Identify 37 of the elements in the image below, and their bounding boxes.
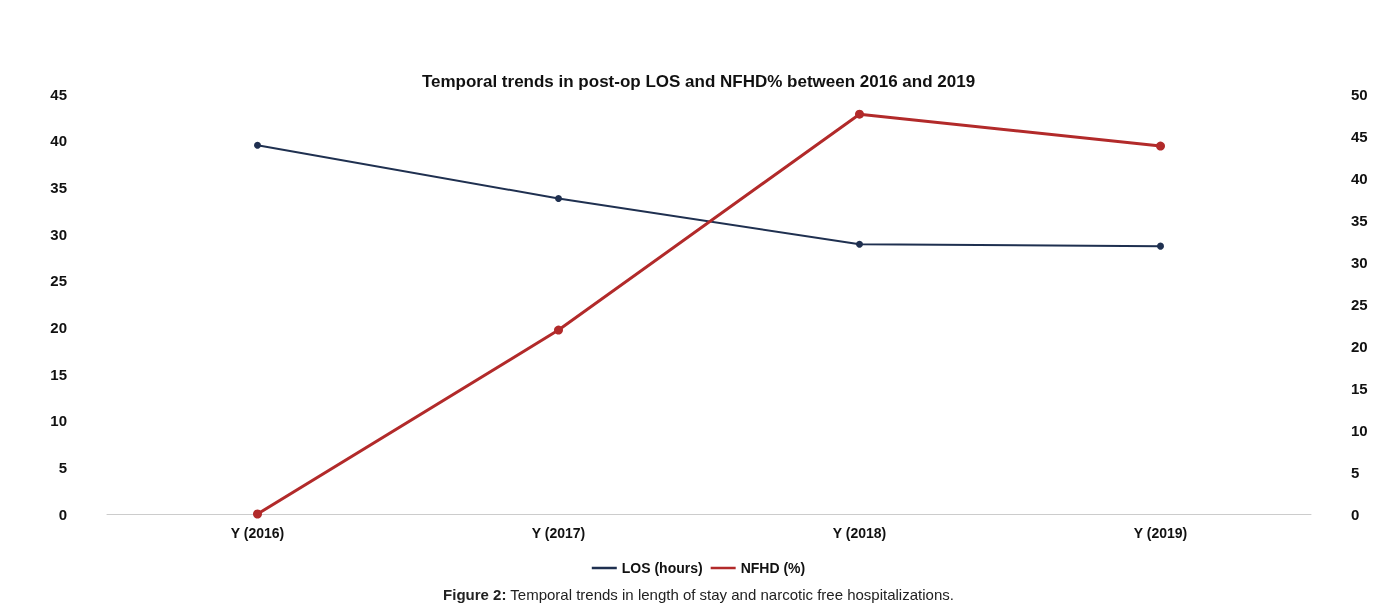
y2-tick-label: 5 <box>1351 463 1360 481</box>
y-tick-label: 10 <box>50 412 67 430</box>
y-tick-label: 30 <box>50 225 67 243</box>
point <box>855 109 864 119</box>
point <box>1156 141 1165 151</box>
point <box>254 141 261 149</box>
y2-tick-label: 35 <box>1351 211 1368 229</box>
y-tick-label: 25 <box>50 272 67 290</box>
y2-tick-label: 45 <box>1351 127 1368 145</box>
chart-title: Temporal trends in post-op LOS and NFHD% between 2016 and 2019 <box>421 72 976 91</box>
y-tick-label: 35 <box>50 178 67 196</box>
x-tick-label: Y (2017) <box>531 525 586 541</box>
x-tick-label: Y (2018) <box>832 525 887 541</box>
y2-tick-label: 30 <box>1351 253 1368 271</box>
legend-label: NFHD (%) <box>740 560 806 576</box>
legend-label: LOS (hours) <box>621 560 703 576</box>
y2-tick-label: 0 <box>1351 505 1360 523</box>
y2-tick-label: 50 <box>1351 85 1368 103</box>
y-tick-label: 0 <box>58 505 67 523</box>
y-tick-label: 20 <box>50 318 67 336</box>
x-tick-label: Y (2019) <box>1133 525 1188 541</box>
y2-tick-label: 10 <box>1351 421 1368 439</box>
y-tick-label: 15 <box>50 365 67 383</box>
caption: Figure 2: Temporal trends in length of stay and narcotic free hospitalizations. <box>442 586 955 603</box>
y2-tick-label: 40 <box>1351 169 1368 187</box>
point <box>253 509 262 519</box>
point <box>554 325 563 335</box>
y-tick-label: 40 <box>50 132 67 150</box>
point <box>1157 242 1164 250</box>
y2-tick-label: 15 <box>1351 379 1368 397</box>
y-tick-label: 45 <box>50 85 67 103</box>
y-tick-label: 5 <box>58 458 67 476</box>
x-tick-label: Y (2016) <box>230 525 285 541</box>
point <box>856 240 863 248</box>
point <box>555 195 562 203</box>
y2-tick-label: 25 <box>1351 295 1368 313</box>
y2-tick-label: 20 <box>1351 337 1368 355</box>
